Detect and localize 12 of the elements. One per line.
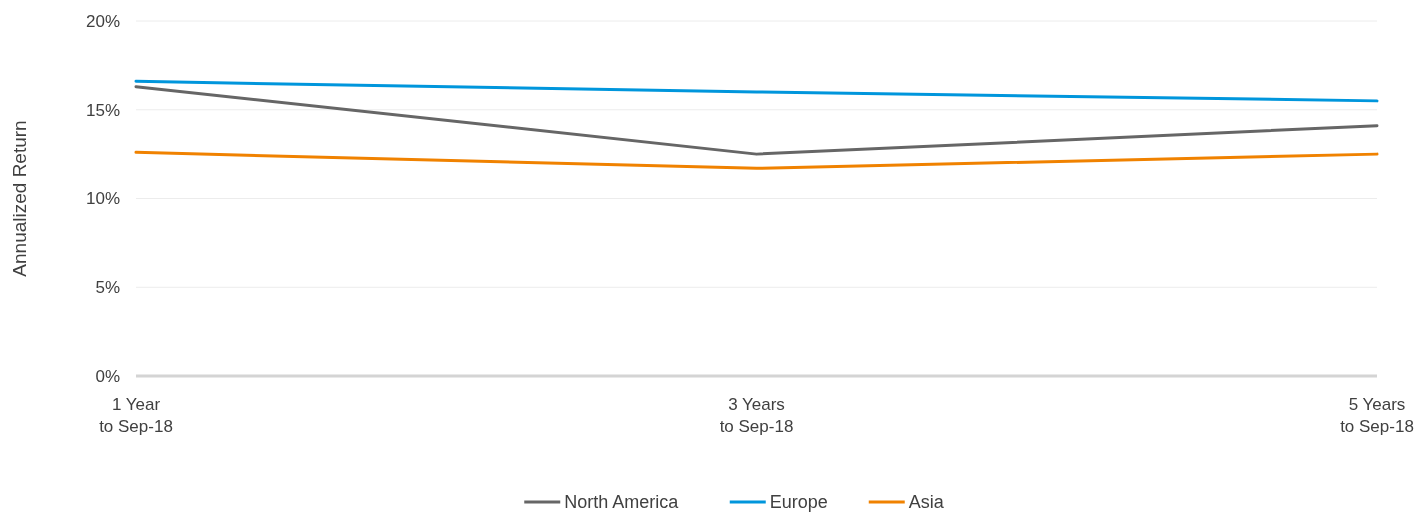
y-tick-label: 10% bbox=[85, 189, 120, 209]
x-tick-label: 3 Years to Sep-18 bbox=[719, 395, 794, 436]
x-tick-label: 1 Year to Sep-18 bbox=[99, 395, 173, 436]
legend-label: North America bbox=[564, 492, 680, 513]
y-tick-label: 15% bbox=[85, 100, 120, 120]
y-axis-title: Annualized Return bbox=[9, 120, 30, 277]
y-tick-label: 5% bbox=[95, 278, 120, 298]
y-tick-label: 20% bbox=[85, 11, 120, 31]
y-tick-label: 0% bbox=[95, 366, 120, 386]
legend-label: Europe bbox=[769, 492, 828, 513]
legend-label: Asia bbox=[908, 492, 945, 513]
x-tick-label: 5 Years to Sep-18 bbox=[1340, 395, 1414, 436]
